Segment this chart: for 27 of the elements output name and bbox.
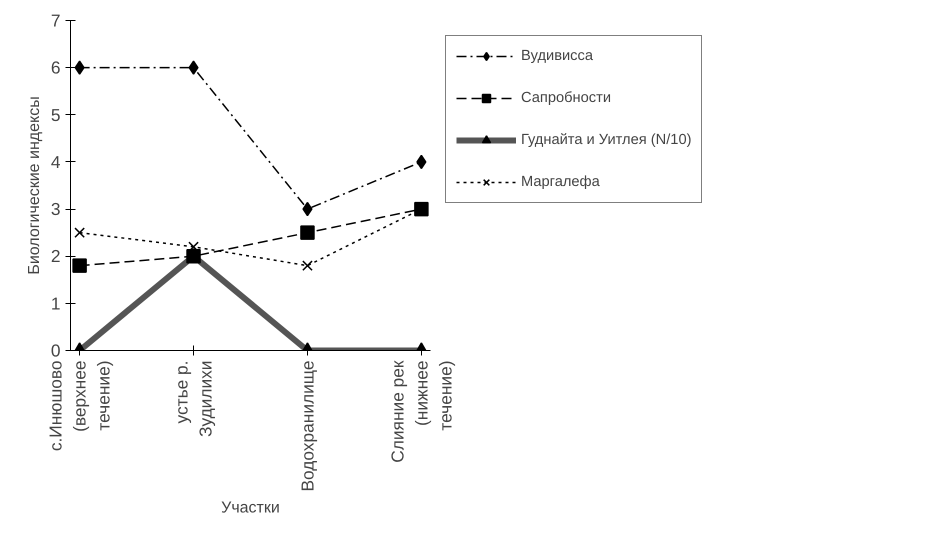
legend-label: Маргалефа: [521, 174, 600, 190]
point: [302, 202, 313, 216]
y-tick-label: 7: [50, 10, 61, 30]
point: [186, 248, 201, 264]
point: [74, 227, 85, 238]
legend-label: Сапробности: [521, 90, 612, 106]
point: [72, 258, 87, 273]
y-tick-label: 5: [50, 104, 61, 125]
y-axis-title: Биологические индексы: [26, 96, 43, 275]
point: [74, 60, 85, 75]
point: [416, 154, 426, 170]
y-tick-label: 0: [50, 340, 61, 360]
point: [300, 225, 315, 240]
y-tick-label: 6: [50, 58, 61, 78]
y-tick-label: 1: [50, 293, 61, 314]
x-tick-label: Водохранилище: [297, 360, 318, 492]
legend-label: Гуднайта и Уитлея (N/10): [521, 132, 692, 148]
x-axis-title: Участки: [221, 500, 280, 517]
point: [302, 260, 313, 271]
legend-label: Вудивисса: [521, 48, 593, 64]
x-tick-label: устье р. Зудилихи: [172, 360, 216, 437]
y-tick-label: 3: [50, 199, 61, 220]
x-tick-label: с.Инюшово (верхнее течение): [46, 360, 114, 452]
y-tick-label: 2: [50, 246, 61, 266]
point: [188, 60, 199, 75]
y-tick-label: 4: [50, 152, 61, 172]
x-tick-label: Слияние рек (нижнее течение): [387, 360, 456, 463]
